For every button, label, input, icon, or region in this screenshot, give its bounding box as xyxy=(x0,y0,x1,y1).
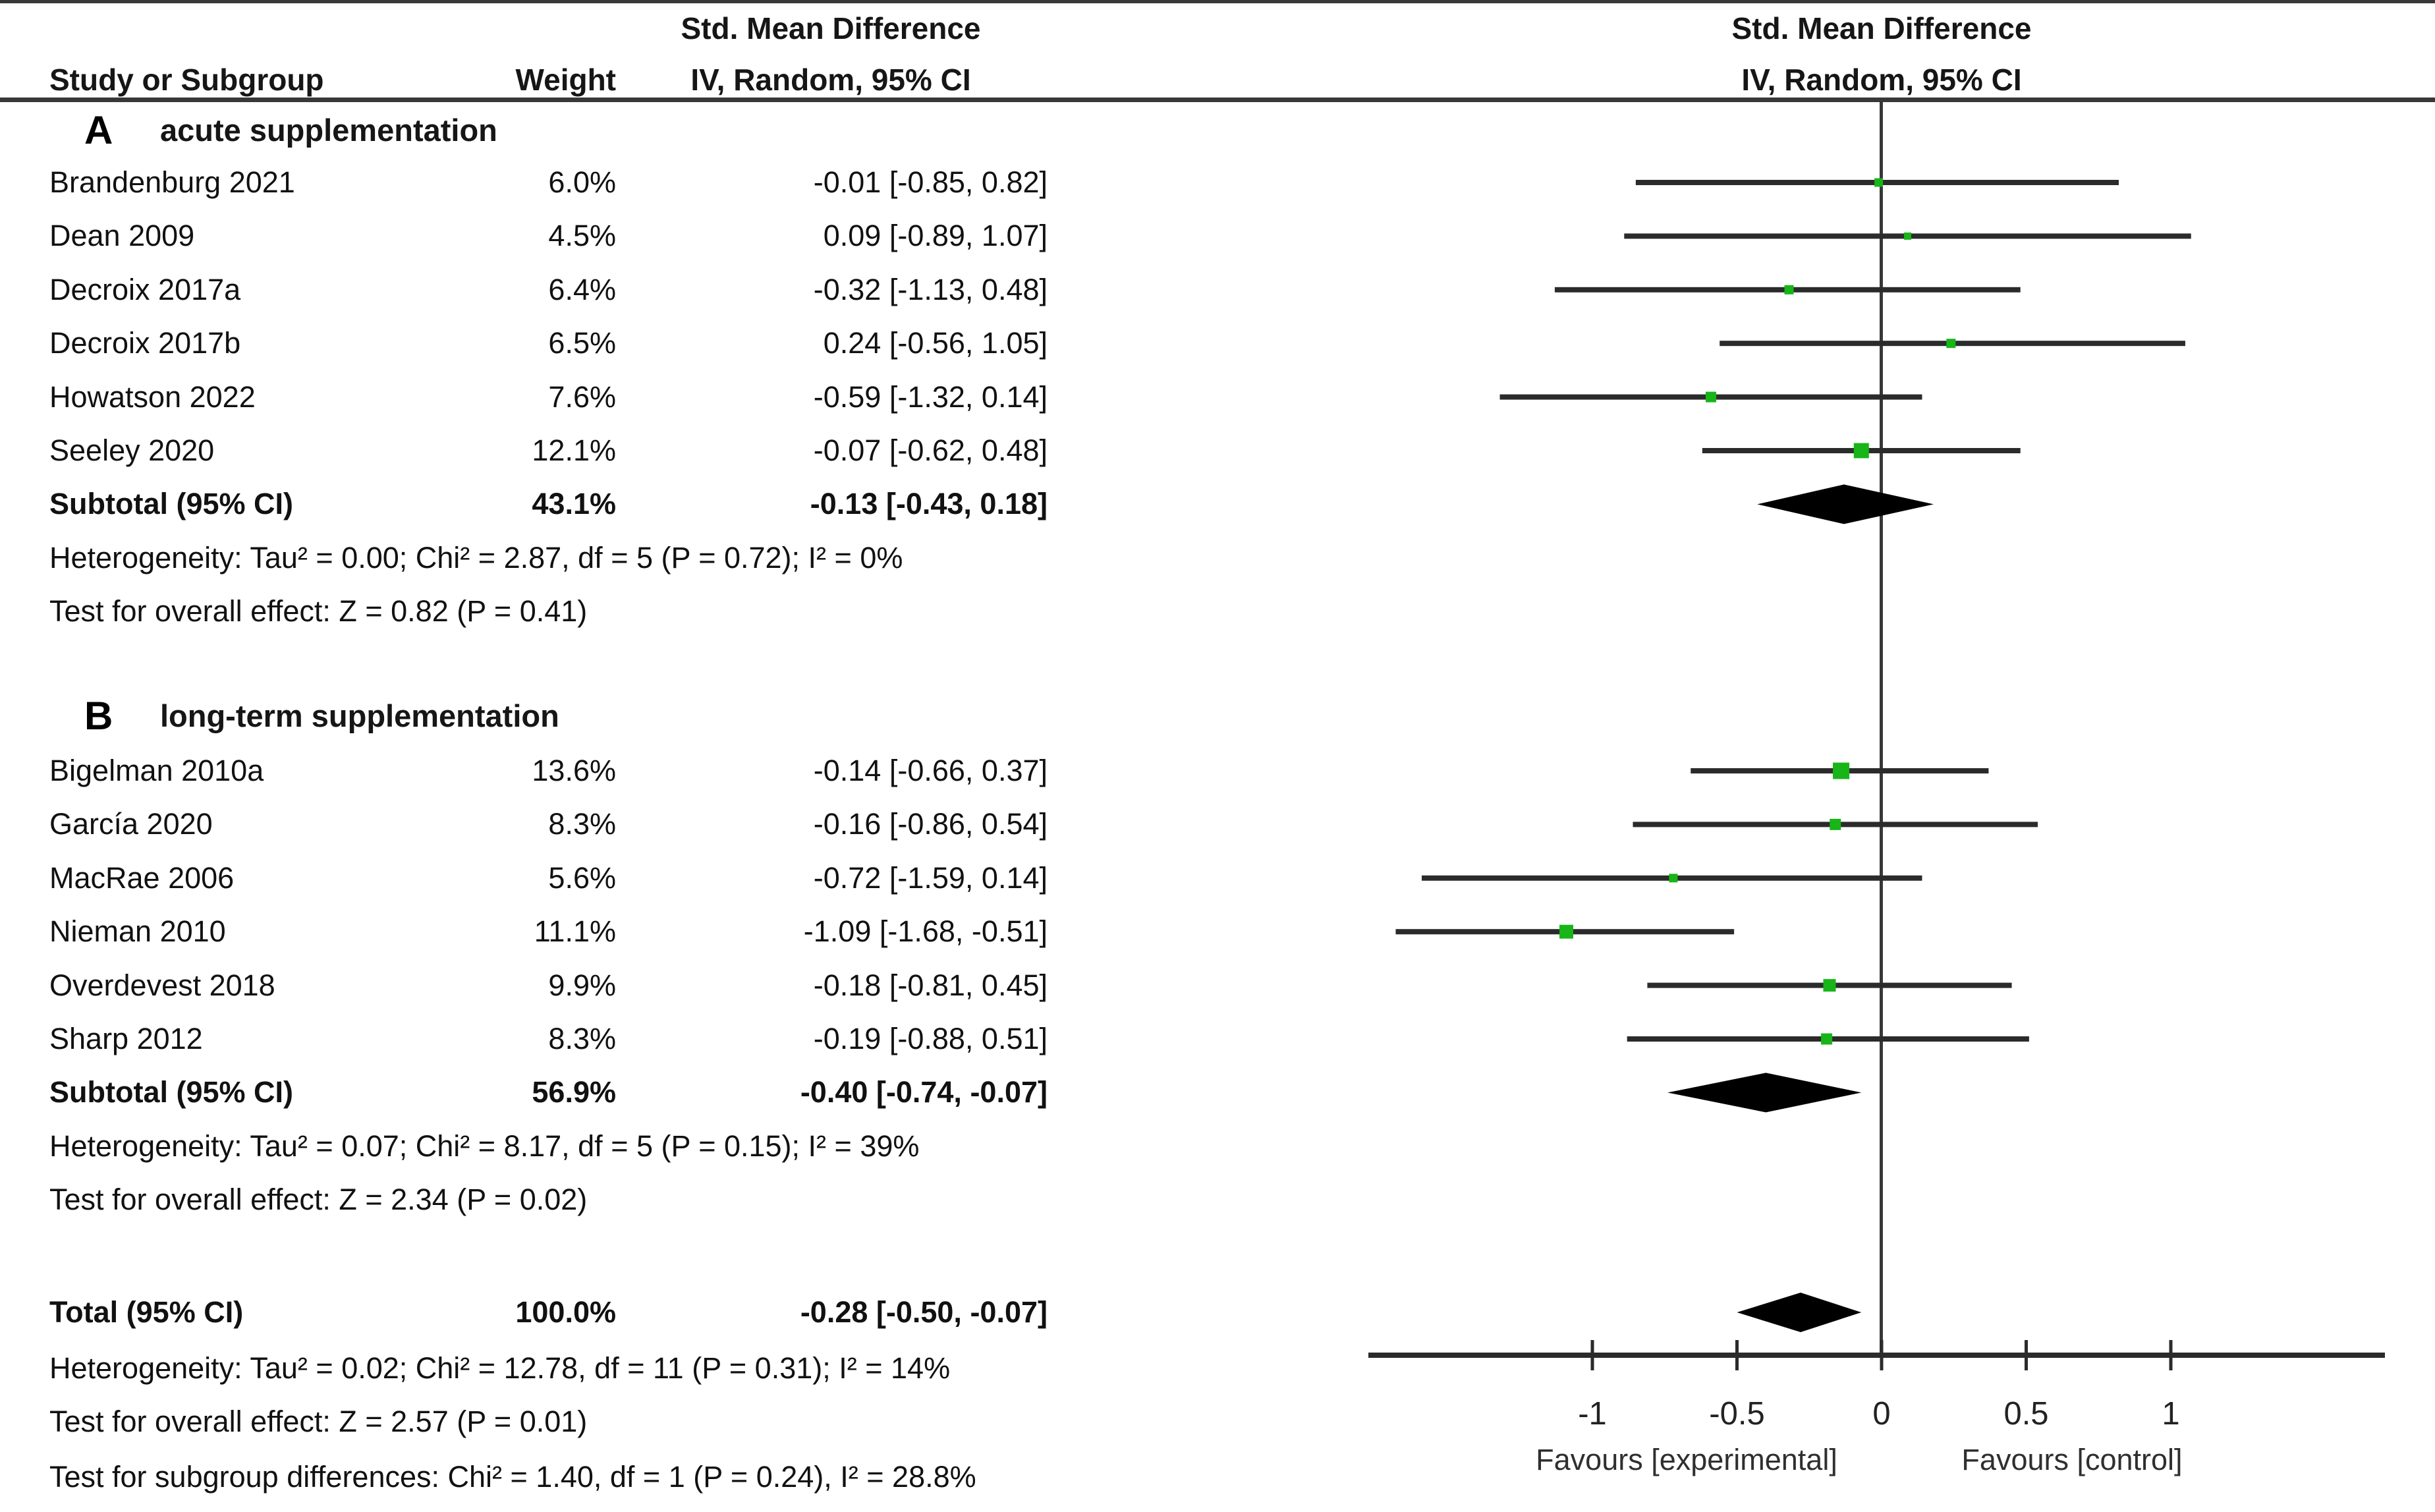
study-name: Decroix 2017b xyxy=(49,326,241,360)
study-estimate: -1.09 [-1.68, -0.51] xyxy=(803,914,1048,949)
subtotal-label: Subtotal (95% CI) xyxy=(49,487,294,521)
study-estimate: -0.14 [-0.66, 0.37] xyxy=(813,754,1048,787)
study-weight: 11.1% xyxy=(534,914,616,949)
axis-tick xyxy=(1590,1340,1594,1370)
total-heterogeneity-text: Heterogeneity: Tau² = 0.02; Chi² = 12.78… xyxy=(49,1351,951,1385)
point-estimate-marker xyxy=(1830,818,1841,830)
effect-header-right: Std. Mean Difference xyxy=(1731,11,2032,45)
point-estimate-marker xyxy=(1559,924,1573,939)
total-label: Total (95% CI) xyxy=(49,1295,244,1329)
study-weight: 4.5% xyxy=(548,219,616,253)
study-weight: 12.1% xyxy=(532,434,616,467)
study-name: Howatson 2022 xyxy=(49,379,256,414)
point-estimate-marker xyxy=(1784,285,1794,294)
study-weight: 7.6% xyxy=(548,379,616,414)
axis-tick-label: 0.5 xyxy=(2003,1396,2048,1432)
heterogeneity-text: Heterogeneity: Tau² = 0.00; Chi² = 2.87,… xyxy=(49,540,903,574)
heterogeneity-text: Heterogeneity: Tau² = 0.07; Chi² = 8.17,… xyxy=(49,1129,920,1163)
subtotal-estimate: -0.40 [-0.74, -0.07] xyxy=(800,1075,1048,1109)
weight-column-header: Weight xyxy=(515,63,616,97)
zero-line xyxy=(1880,102,1883,1355)
study-name: Bigelman 2010a xyxy=(49,754,264,787)
study-weight: 8.3% xyxy=(548,1022,616,1055)
subgroup-title: acute supplementation xyxy=(160,113,497,148)
total-diamond xyxy=(1737,1293,1862,1332)
study-name: Dean 2009 xyxy=(49,219,195,253)
study-estimate: -0.01 [-0.85, 0.82] xyxy=(813,165,1048,199)
figure-top-border xyxy=(0,0,2435,3)
study-name: Nieman 2010 xyxy=(49,914,226,949)
axis-tick xyxy=(1735,1340,1739,1370)
subtotal-weight: 43.1% xyxy=(532,487,616,521)
point-estimate-marker xyxy=(1823,979,1836,992)
favours-control-label: Favours [control] xyxy=(1961,1443,2183,1476)
total-estimate: -0.28 [-0.50, -0.07] xyxy=(800,1295,1048,1329)
study-estimate: 0.24 [-0.56, 1.05] xyxy=(823,326,1048,360)
study-weight: 6.5% xyxy=(548,326,616,360)
study-name: Decroix 2017a xyxy=(49,272,241,306)
point-estimate-marker xyxy=(1874,178,1884,187)
axis-tick-label: -0.5 xyxy=(1709,1396,1764,1432)
subtotal-estimate: -0.13 [-0.43, 0.18] xyxy=(810,487,1048,521)
subtotal-weight: 56.9% xyxy=(532,1075,616,1109)
effect-header-left: Std. Mean Difference xyxy=(681,11,981,45)
favours-experimental-label: Favours [experimental] xyxy=(1536,1443,1837,1476)
study-name: García 2020 xyxy=(49,807,213,841)
model-header-right: IV, Random, 95% CI xyxy=(1741,63,2022,97)
total-overall-effect-text: Test for overall effect: Z = 2.57 (P = 0… xyxy=(49,1405,588,1438)
point-estimate-marker xyxy=(1821,1033,1833,1045)
axis-tick-label: 0 xyxy=(1872,1396,1890,1432)
study-estimate: 0.09 [-0.89, 1.07] xyxy=(823,219,1048,253)
study-column-header: Study or Subgroup xyxy=(49,63,324,97)
study-estimate: -0.72 [-1.59, 0.14] xyxy=(813,860,1048,895)
x-axis-line xyxy=(1368,1353,2385,1358)
subgroup-letter: A xyxy=(84,108,113,152)
study-weight: 9.9% xyxy=(548,968,616,1002)
study-estimate: -0.32 [-1.13, 0.48] xyxy=(813,272,1048,306)
axis-tick xyxy=(2169,1340,2173,1370)
study-estimate: -0.19 [-0.88, 0.51] xyxy=(813,1022,1048,1055)
subtotal-diamond xyxy=(1667,1073,1862,1113)
point-estimate-marker xyxy=(1853,443,1869,459)
subgroup-title: long-term supplementation xyxy=(160,698,559,733)
subtotal-diamond xyxy=(1757,484,1934,524)
axis-tick-label: 1 xyxy=(2162,1396,2179,1432)
study-name: MacRae 2006 xyxy=(49,860,235,895)
point-estimate-marker xyxy=(1705,391,1716,403)
study-weight: 13.6% xyxy=(532,754,616,787)
study-weight: 6.0% xyxy=(548,165,616,199)
point-estimate-marker xyxy=(1904,232,1912,240)
study-estimate: -0.59 [-1.32, 0.14] xyxy=(813,379,1048,414)
study-name: Sharp 2012 xyxy=(49,1022,203,1055)
study-weight: 5.6% xyxy=(548,860,616,895)
overall-effect-text: Test for overall effect: Z = 2.34 (P = 0… xyxy=(49,1183,588,1217)
study-estimate: -0.18 [-0.81, 0.45] xyxy=(813,968,1048,1002)
point-estimate-marker xyxy=(1946,339,1956,349)
axis-tick-label: -1 xyxy=(1578,1396,1607,1432)
point-estimate-marker xyxy=(1669,874,1678,883)
study-estimate: -0.16 [-0.86, 0.54] xyxy=(813,807,1048,841)
total-weight: 100.0% xyxy=(515,1295,616,1329)
axis-tick xyxy=(2025,1340,2028,1370)
study-name: Seeley 2020 xyxy=(49,434,215,467)
header-underline xyxy=(0,98,2435,102)
study-name: Brandenburg 2021 xyxy=(49,165,295,199)
overall-effect-text: Test for overall effect: Z = 0.82 (P = 0… xyxy=(49,594,588,629)
subtotal-label: Subtotal (95% CI) xyxy=(49,1075,294,1109)
subgroup-differences-text: Test for subgroup differences: Chi² = 1.… xyxy=(49,1460,976,1494)
study-estimate: -0.07 [-0.62, 0.48] xyxy=(813,434,1048,467)
model-header-left: IV, Random, 95% CI xyxy=(690,63,971,97)
subgroup-letter: B xyxy=(84,694,113,738)
point-estimate-marker xyxy=(1833,762,1850,779)
study-name: Overdevest 2018 xyxy=(49,968,275,1002)
study-weight: 6.4% xyxy=(548,272,616,306)
study-weight: 8.3% xyxy=(548,807,616,841)
axis-tick xyxy=(1880,1340,1884,1370)
